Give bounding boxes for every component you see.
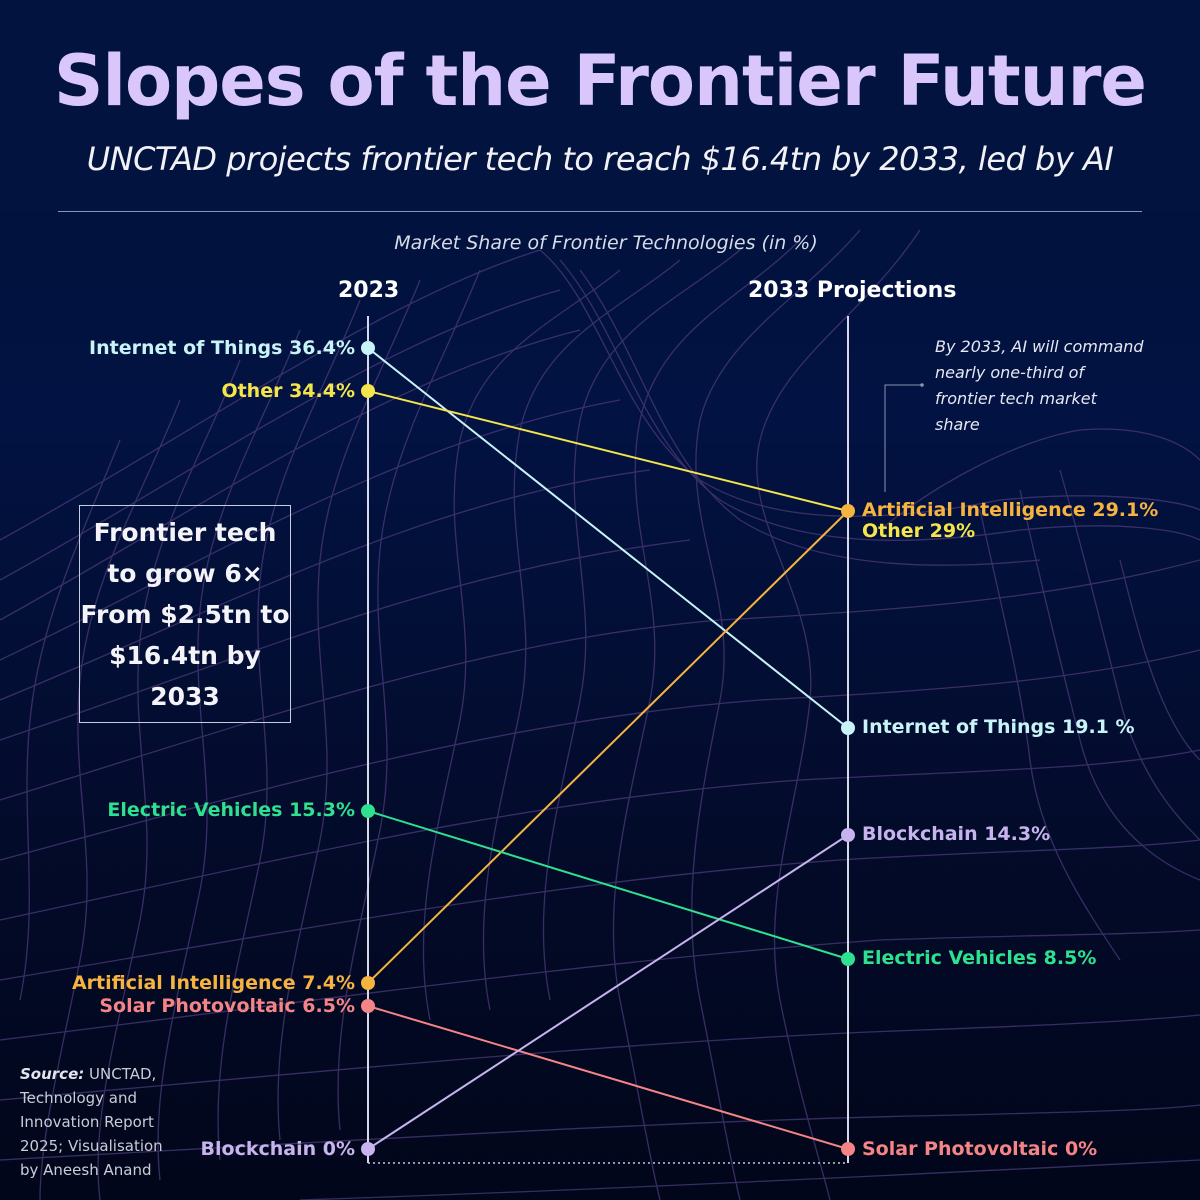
label-2023-blockchain: Blockchain 0% (200, 1138, 355, 1160)
chart-caption: Market Share of Frontier Technologies (i… (394, 232, 818, 254)
header-divider (58, 211, 1142, 212)
dot-2023-iot (361, 341, 375, 355)
dot-2023-ai (361, 976, 375, 990)
dot-2033-solar (841, 1142, 855, 1156)
label-2023-ai: Artificial Intelligence 7.4% (71, 972, 355, 994)
slope-solar (367, 1005, 849, 1150)
page-title: Slopes of the Frontier Future (54, 40, 1147, 122)
slope-blockchain (367, 834, 849, 1150)
source-note: Source: UNCTAD, Technology and Innovatio… (20, 1062, 180, 1182)
growth-callout-text: Frontier tech to grow 6× From $2.5tn to … (80, 517, 290, 711)
dot-2033-blockchain (841, 828, 855, 842)
axis-label-2033: 2033 Projections (748, 278, 957, 303)
background-mesh (0, 229, 1200, 1200)
slope-other (367, 390, 849, 512)
header-band (0, 0, 1200, 212)
dot-2033-ev (841, 952, 855, 966)
axis-label-2023: 2023 (338, 278, 400, 303)
dot-2033-iot (841, 721, 855, 735)
label-2033-iot: Internet of Things 19.1 % (862, 716, 1135, 738)
label-2033-other: Other 29% (862, 520, 976, 542)
label-2023-solar: Solar Photovoltaic 6.5% (99, 995, 355, 1017)
label-2033-ai: Artificial Intelligence 29.1% (862, 499, 1159, 521)
label-2023-iot: Internet of Things 36.4% (89, 337, 355, 359)
label-2023-ev: Electric Vehicles 15.3% (107, 799, 355, 821)
dot-2023-other (361, 384, 375, 398)
dot-2023-ev (361, 804, 375, 818)
slope-ai (367, 510, 849, 984)
source-text: UNCTAD, Technology and Innovation Report… (20, 1065, 163, 1179)
page-subtitle: UNCTAD projects frontier tech to reach $… (86, 140, 1114, 178)
label-2033-ev: Electric Vehicles 8.5% (862, 947, 1097, 969)
dot-2023-solar (361, 999, 375, 1013)
dot-2023-blockchain (361, 1142, 375, 1156)
source-label: Source: (20, 1065, 85, 1083)
label-2023-other: Other 34.4% (221, 380, 355, 402)
ai-annotation: By 2033, AI will command nearly one-thir… (935, 337, 1144, 434)
growth-callout-box: Frontier tech to grow 6× From $2.5tn to … (79, 505, 291, 723)
annotation-leader (884, 384, 922, 492)
label-2033-blockchain: Blockchain 14.3% (862, 823, 1051, 845)
dot-2033-ai (841, 504, 855, 518)
slope-ev (367, 810, 849, 960)
label-2033-solar: Solar Photovoltaic 0% (862, 1138, 1098, 1160)
